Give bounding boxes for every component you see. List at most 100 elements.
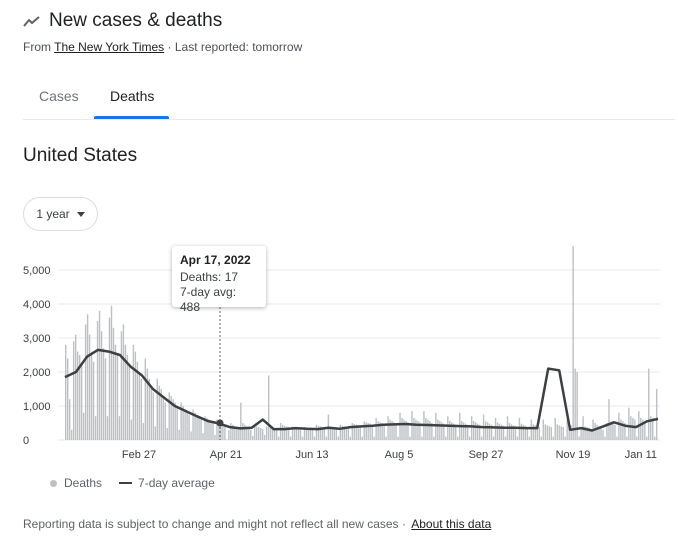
- deaths-bar: [407, 422, 409, 440]
- deaths-bar: [86, 314, 89, 440]
- deaths-bar: [409, 436, 411, 440]
- deaths-bar: [359, 426, 361, 440]
- deaths-bar: [287, 427, 290, 440]
- deaths-bar: [652, 417, 654, 440]
- deaths-bar: [502, 425, 505, 440]
- seven-day-average-line: [64, 348, 659, 432]
- hover-tooltip: Apr 17, 2022 Deaths: 17 7-day avg: 488: [172, 246, 266, 314]
- deaths-bar: [494, 417, 497, 440]
- x-tick-label: Feb 27: [122, 449, 156, 461]
- y-tick-label: 1,000: [23, 401, 51, 413]
- deaths-bar: [190, 431, 192, 440]
- x-tick-label: Sep 27: [469, 449, 504, 461]
- deaths-bar: [154, 426, 156, 440]
- deaths-bar: [480, 436, 483, 440]
- deaths-bar: [102, 348, 105, 440]
- deaths-bar: [554, 417, 556, 440]
- deaths-bar: [82, 412, 85, 440]
- deaths-bar: [425, 417, 427, 440]
- deaths-bar: [437, 419, 439, 440]
- deaths-bar: [405, 420, 407, 440]
- deaths-bar: [321, 427, 324, 440]
- deaths-bar: [628, 407, 630, 440]
- deaths-bar: [608, 399, 610, 440]
- deaths-bar: [256, 426, 258, 440]
- deaths-bar: [586, 427, 588, 440]
- y-tick-label: 2,000: [23, 367, 51, 379]
- page-title: New cases & deaths: [49, 10, 223, 31]
- deaths-bar: [156, 378, 158, 440]
- deaths-bar: [230, 423, 232, 440]
- deaths-bar: [351, 423, 353, 440]
- about-data-link[interactable]: About this data: [411, 517, 492, 531]
- deaths-bar: [562, 427, 564, 440]
- deaths-bar: [325, 436, 328, 440]
- deaths-bar: [112, 327, 115, 440]
- deaths-bar: [347, 428, 349, 440]
- deaths-bar: [620, 419, 622, 440]
- deaths-bar: [578, 436, 580, 440]
- deaths-bar: [538, 427, 541, 440]
- deaths-bar: [401, 417, 403, 440]
- deaths-bar: [216, 419, 218, 440]
- deaths-bar: [164, 402, 166, 440]
- x-tick-label: Nov 19: [556, 449, 591, 461]
- tab-bar: Cases Deaths: [23, 80, 675, 120]
- deaths-bar: [108, 317, 111, 440]
- time-range-dropdown[interactable]: 1 year: [23, 197, 98, 231]
- y-tick-label: 0: [23, 435, 29, 447]
- deaths-bar: [399, 412, 401, 440]
- deaths-bar: [622, 421, 624, 440]
- deaths-bar: [391, 420, 393, 440]
- deaths-bar: [466, 424, 469, 440]
- deaths-bar: [604, 436, 606, 440]
- deaths-bar: [226, 439, 228, 440]
- deaths-bar: [476, 423, 479, 440]
- deaths-bar: [375, 417, 377, 440]
- deaths-bar: [76, 351, 79, 440]
- tab-deaths[interactable]: Deaths: [110, 88, 155, 104]
- deaths-bar: [228, 429, 230, 440]
- chart-grid: [58, 269, 660, 441]
- deaths-bar: [170, 395, 172, 440]
- deaths-bar: [222, 423, 224, 440]
- deaths-bar: [258, 427, 260, 440]
- deaths-bar: [279, 423, 282, 440]
- deaths-bar: [612, 423, 614, 440]
- deaths-bar: [122, 324, 125, 440]
- tab-cases[interactable]: Cases: [39, 88, 79, 104]
- deaths-bar: [186, 411, 188, 440]
- deaths-bar: [546, 425, 548, 440]
- deaths-bar: [317, 425, 320, 440]
- deaths-bar: [299, 429, 302, 440]
- deaths-bar: [552, 436, 554, 440]
- deaths-bar: [570, 425, 572, 440]
- deaths-bar: [415, 419, 417, 440]
- deaths-bar: [443, 423, 445, 440]
- deaths-bar: [596, 424, 598, 440]
- deaths-bar: [474, 422, 477, 440]
- deaths-bar: [204, 416, 206, 440]
- deaths-bar: [584, 426, 586, 440]
- deaths-bar: [389, 419, 391, 440]
- deaths-bar: [214, 434, 216, 440]
- deaths-bar: [484, 421, 487, 440]
- deaths-bar: [168, 392, 170, 440]
- deaths-bar: [152, 392, 154, 440]
- deaths-bar: [632, 417, 634, 440]
- deaths-bar: [265, 426, 268, 440]
- hover-marker-dot: [216, 419, 224, 427]
- deaths-bar: [114, 344, 117, 440]
- deaths-bar: [349, 436, 351, 440]
- source-link[interactable]: The New York Times: [54, 40, 165, 54]
- deaths-bar: [315, 424, 318, 440]
- deaths-bar: [550, 427, 552, 440]
- deaths-bar: [238, 428, 240, 440]
- deaths-bar: [277, 436, 280, 440]
- deaths-bar: [174, 402, 176, 440]
- deaths-bar: [367, 423, 369, 440]
- deaths-bar: [478, 424, 481, 440]
- deaths-bar: [636, 436, 638, 440]
- deaths-bar: [313, 436, 316, 440]
- chart-legend: Deaths 7-day average: [50, 476, 215, 490]
